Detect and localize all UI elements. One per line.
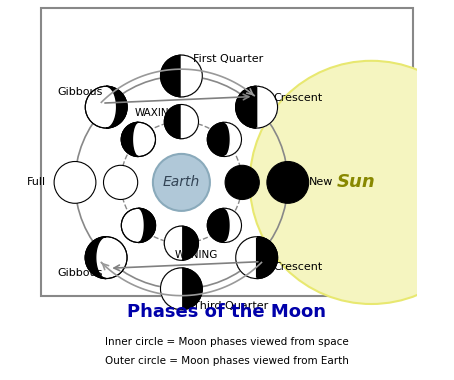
Circle shape [85, 237, 127, 279]
Wedge shape [257, 237, 277, 279]
Circle shape [54, 162, 96, 203]
Circle shape [236, 86, 277, 128]
Text: Outer circle = Moon phases viewed from Earth: Outer circle = Moon phases viewed from E… [105, 356, 349, 366]
Circle shape [250, 61, 454, 304]
Text: Crescent: Crescent [274, 262, 323, 272]
Circle shape [121, 122, 156, 157]
Polygon shape [236, 237, 257, 279]
Wedge shape [236, 86, 257, 128]
Text: WANING: WANING [175, 250, 218, 260]
Wedge shape [182, 55, 202, 97]
Text: First Quarter: First Quarter [193, 54, 263, 64]
Text: Gibbous: Gibbous [57, 268, 102, 278]
Polygon shape [257, 86, 277, 128]
Circle shape [267, 162, 309, 203]
Circle shape [104, 165, 138, 200]
Circle shape [153, 154, 210, 211]
Text: Crescent: Crescent [274, 93, 323, 103]
Circle shape [207, 122, 242, 157]
Text: Phases of the Moon: Phases of the Moon [128, 302, 326, 321]
Wedge shape [161, 268, 182, 310]
Circle shape [225, 165, 259, 200]
Text: Sun: Sun [337, 173, 375, 192]
Polygon shape [138, 208, 156, 242]
Circle shape [207, 208, 242, 242]
Polygon shape [224, 208, 242, 242]
Text: Inner circle = Moon phases viewed from space: Inner circle = Moon phases viewed from s… [105, 337, 349, 347]
Circle shape [85, 86, 127, 128]
Polygon shape [106, 86, 127, 128]
Text: Third Quarter: Third Quarter [193, 301, 268, 311]
Polygon shape [121, 122, 138, 157]
Text: Full: Full [27, 177, 46, 187]
Wedge shape [164, 226, 182, 260]
Circle shape [236, 237, 277, 279]
Polygon shape [224, 122, 242, 157]
FancyBboxPatch shape [41, 8, 413, 296]
Text: Earth: Earth [163, 176, 200, 189]
Text: New: New [309, 177, 333, 187]
Wedge shape [182, 105, 198, 139]
Circle shape [164, 226, 198, 260]
Circle shape [161, 268, 202, 310]
Text: WAXING: WAXING [135, 108, 178, 118]
Circle shape [161, 55, 202, 97]
Circle shape [164, 105, 198, 139]
Circle shape [121, 208, 156, 242]
Polygon shape [85, 237, 106, 279]
Text: Gibbous: Gibbous [57, 87, 102, 97]
